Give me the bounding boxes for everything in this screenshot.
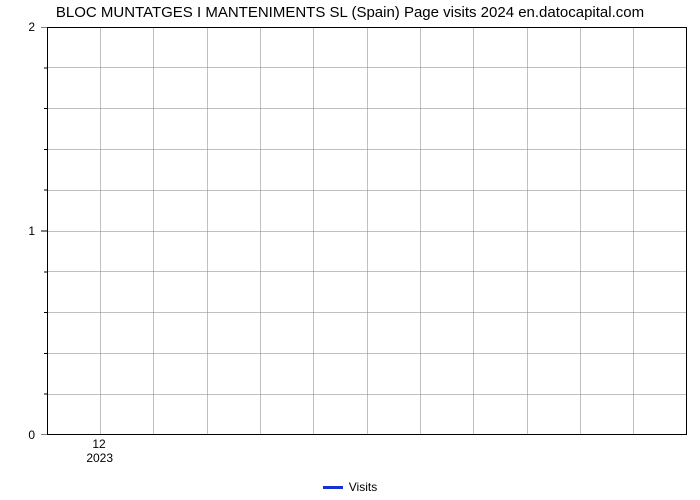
legend-label-visits: Visits bbox=[349, 480, 377, 494]
chart-plot-area bbox=[47, 27, 687, 435]
x-year-label: 2023 bbox=[86, 451, 113, 465]
chart-title: BLOC MUNTATGES I MANTENIMENTS SL (Spain)… bbox=[0, 4, 700, 21]
legend: Visits bbox=[0, 480, 700, 494]
y-tick-1: 1 bbox=[19, 224, 35, 238]
y-tick-2: 2 bbox=[19, 20, 35, 34]
legend-swatch-visits bbox=[323, 486, 343, 489]
x-tick-label: 12 bbox=[92, 437, 105, 451]
y-tick-0: 0 bbox=[19, 428, 35, 442]
